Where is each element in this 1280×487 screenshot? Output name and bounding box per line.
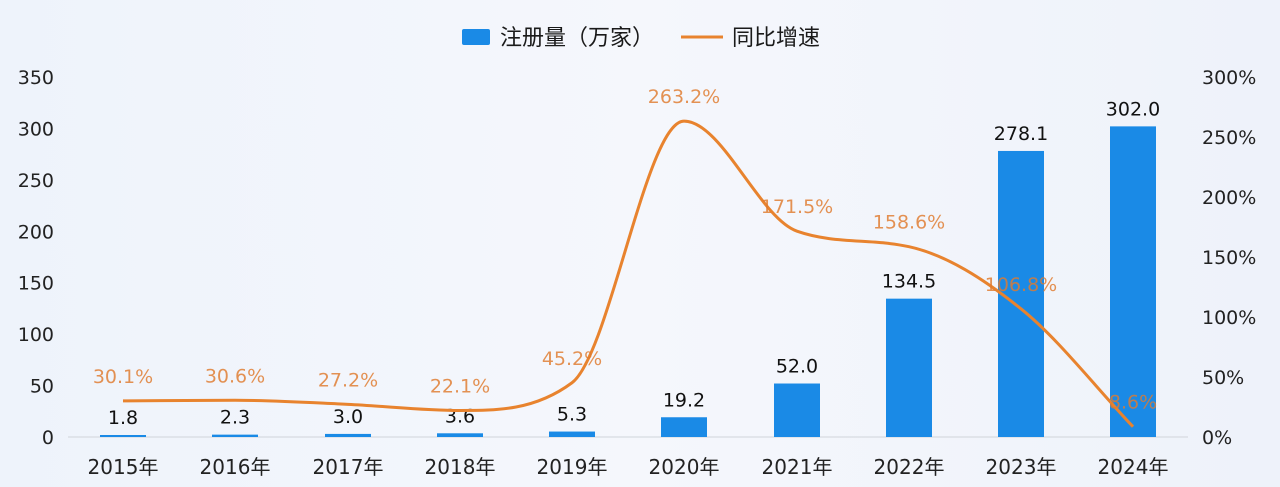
y-left-tick-label: 350 [18,67,54,89]
x-tick-label: 2023年 [986,455,1057,479]
y-left-tick-label: 150 [18,273,54,295]
x-tick-label: 2024年 [1098,455,1169,479]
y-right-tick-label: 150% [1202,247,1256,269]
y-left-tick-label: 100 [18,324,54,346]
bar-value-label: 3.0 [333,406,363,428]
x-tick-label: 2021年 [762,455,833,479]
y-right-tick-label: 50% [1202,367,1244,389]
x-axis: 2015年 2016年 2017年 2018年 2019年 2020年 2021年 2022年… [88,455,1169,479]
bar-value-label: 134.5 [882,271,936,293]
bar-value-label: 19.2 [663,389,705,411]
growth-rate-label: 30.6% [205,365,265,387]
bar-value-label: 2.3 [220,407,250,429]
x-tick-label: 2016年 [200,455,271,479]
y-left-tick-label: 250 [18,170,54,192]
growth-rate-label: 106.8% [985,274,1057,296]
line-series [122,119,1135,428]
x-tick-label: 2019年 [537,455,608,479]
x-tick-label: 2017年 [313,455,384,479]
growth-rate-label: 30.1% [93,366,153,388]
y-axis-right: 0% 50% 100% 150% 200% 250% 300% [1202,67,1256,449]
bar-series [100,126,1156,437]
y-left-tick-label: 0 [42,427,54,449]
growth-rate-label: 158.6% [873,212,945,234]
legend-label-bar: 注册量（万家） [500,26,654,51]
y-right-tick-label: 300% [1202,67,1256,89]
y-right-tick-label: 100% [1202,307,1256,329]
x-tick-label: 2022年 [874,455,945,479]
bar-value-label: 3.6 [445,405,475,427]
x-tick-label: 2015年 [88,455,159,479]
y-right-tick-label: 250% [1202,127,1256,149]
bar-value-label: 5.3 [557,404,587,426]
bar [1110,126,1156,437]
bar-value-label: 52.0 [776,356,818,378]
growth-rate-label: 22.1% [430,375,490,397]
y-left-tick-label: 200 [18,221,54,243]
growth-rate-label: 263.2% [648,86,720,108]
legend-label-line: 同比增速 [732,26,820,51]
bar [774,383,820,437]
line-labels: 30.1% 30.6% 27.2% 22.1% 45.2% 263.2% 171.5% 158… [93,86,1157,414]
bar [212,434,258,437]
bar-value-label: 1.8 [108,407,138,429]
y-left-tick-label: 50 [30,376,54,398]
growth-rate-line [122,119,1135,428]
bar-value-label: 278.1 [994,123,1048,145]
growth-rate-label: 171.5% [761,196,833,218]
y-right-tick-label: 0% [1202,427,1232,449]
y-axis-left: 0 50 100 150 200 250 300 350 [18,67,54,449]
bar [325,433,371,437]
growth-rate-label: 45.2% [542,348,602,370]
legend-swatch-bar [462,29,490,45]
y-left-tick-label: 300 [18,118,54,140]
growth-rate-label: 27.2% [318,369,378,391]
legend: 注册量（万家） 同比增速 [462,26,820,51]
bar [886,298,932,437]
bar [661,417,707,437]
x-tick-label: 2020年 [649,455,720,479]
x-tick-label: 2018年 [425,455,496,479]
bar [100,435,146,437]
y-right-tick-label: 200% [1202,187,1256,209]
bar [549,431,595,437]
growth-rate-label: 8.6% [1109,392,1157,414]
bar-value-label: 302.0 [1106,98,1160,120]
bar [437,433,483,437]
bar [998,150,1044,437]
